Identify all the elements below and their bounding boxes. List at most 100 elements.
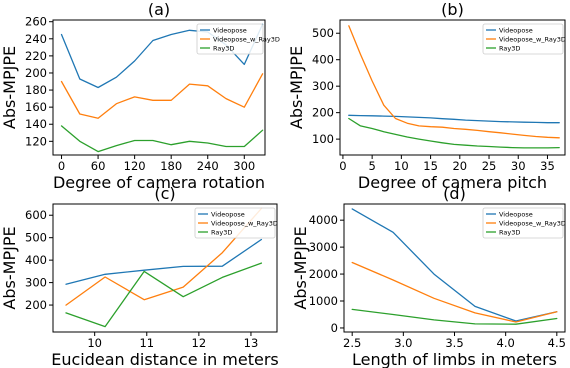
legend-entry: Ray3D — [211, 228, 232, 236]
y-tick-label: 140 — [25, 117, 47, 131]
x-axis-label: Degree of camera pitch — [358, 173, 547, 192]
x-tick-label: 25 — [482, 159, 497, 173]
legend-entry: Videopose_w_Ray3D — [211, 219, 278, 227]
axes-frame — [339, 19, 566, 156]
y-tick-label: 200 — [312, 106, 334, 120]
legend-entry: Videopose_w_Ray3D — [499, 35, 566, 43]
y-tick-label: 180 — [25, 83, 47, 97]
legend-entry: Videopose — [499, 210, 533, 218]
x-tick-label: 120 — [124, 159, 146, 173]
series-line-videopose-w-ray3d — [348, 25, 560, 139]
y-tick-label: 300 — [25, 276, 47, 290]
legend-entry: Videopose_w_Ray3D — [213, 35, 280, 43]
y-tick-label: 4000 — [309, 213, 338, 227]
x-tick-label: 240 — [197, 159, 219, 173]
series-line-ray3d — [348, 117, 560, 149]
x-axis-label: Degree of camera rotation — [53, 173, 265, 192]
x-tick-label: 10 — [87, 336, 102, 350]
x-tick-label: 4.0 — [497, 336, 515, 350]
legend-entry: Ray3D — [499, 228, 520, 236]
legend-box — [194, 207, 276, 239]
x-tick-label: 4.5 — [548, 336, 566, 350]
legend-entry: Ray3D — [499, 44, 520, 52]
y-tick-label: 0 — [331, 321, 338, 335]
legend-entry: Videopose — [213, 26, 247, 34]
y-axis-label: Abs-MPJPE — [0, 226, 19, 309]
series-line-videopose-w-ray3d — [65, 207, 263, 306]
chart-panel-a: 0 60 120 180 240 300 120 140 160 180 200 220 240 260 (… — [0, 0, 280, 192]
legend-entry: Videopose — [499, 26, 533, 34]
y-tick-label: 500 — [25, 231, 47, 245]
x-tick-label: 13 — [244, 336, 259, 350]
x-tick-label: 3.5 — [445, 336, 463, 350]
x-tick-label: 60 — [91, 159, 106, 173]
x-tick-label: 0 — [58, 159, 65, 173]
axes-frame — [52, 203, 278, 333]
legend-entry: Videopose_w_Ray3D — [499, 219, 566, 227]
y-axis-label: Abs-MPJPE — [0, 46, 19, 129]
x-tick-label: 15 — [423, 159, 438, 173]
y-tick-label: 200 — [25, 66, 47, 80]
chart-title: (b) — [441, 0, 464, 19]
legend-box — [196, 23, 264, 55]
x-tick-label: 35 — [540, 159, 555, 173]
y-tick-label: 600 — [25, 208, 47, 222]
x-tick-label: 10 — [394, 159, 409, 173]
x-tick-label: 300 — [233, 159, 255, 173]
y-tick-label: 240 — [25, 32, 47, 46]
series-line-videopose-w-ray3d — [60, 73, 264, 119]
series-line-ray3d — [60, 125, 264, 153]
series-line-videopose-w-ray3d — [351, 261, 558, 323]
chart-panel-b: 0 5 10 15 20 25 30 35 100 200 300 400 500 (b) Degree o… — [287, 0, 566, 192]
chart-panel-d: 2.5 3.0 3.5 4.0 4.5 0 1000 2000 3000 4000 (d) Lengt… — [291, 184, 566, 368]
chart-title: (d) — [443, 184, 466, 203]
y-tick-label: 200 — [25, 298, 47, 312]
series-line-videopose — [351, 208, 558, 322]
series-lines — [351, 208, 558, 325]
x-tick-label: 0 — [339, 159, 346, 173]
x-tick-label: 12 — [192, 336, 207, 350]
y-tick-label: 300 — [312, 79, 334, 93]
y-tick-label: 220 — [25, 49, 47, 63]
x-axis-label: Length of limbs in meters — [352, 350, 557, 368]
series-line-videopose — [348, 114, 560, 124]
y-tick-label: 120 — [25, 134, 47, 148]
series-line-ray3d — [351, 308, 558, 325]
chart-title: (c) — [154, 184, 175, 203]
legend-entry: Videopose — [211, 210, 245, 218]
x-tick-label: 3.0 — [394, 336, 412, 350]
x-tick-label: 11 — [139, 336, 154, 350]
y-axis-label: Abs-MPJPE — [287, 46, 306, 129]
y-tick-label: 400 — [312, 53, 334, 67]
x-tick-label: 5 — [368, 159, 375, 173]
x-tick-label: 20 — [452, 159, 467, 173]
y-tick-label: 100 — [312, 132, 334, 146]
series-lines — [65, 207, 263, 328]
x-tick-label: 180 — [160, 159, 182, 173]
chart-title: (a) — [148, 0, 170, 19]
y-tick-label: 400 — [25, 253, 47, 267]
x-tick-label: 30 — [511, 159, 526, 173]
y-tick-label: 260 — [25, 15, 47, 29]
axes-frame — [52, 19, 266, 156]
x-axis-label: Eucidean distance in meters — [51, 350, 279, 368]
y-axis-label: Abs-MPJPE — [291, 226, 310, 309]
y-tick-label: 2000 — [309, 267, 338, 281]
y-tick-label: 3000 — [309, 240, 338, 254]
series-line-videopose — [65, 238, 263, 285]
y-tick-label: 500 — [312, 26, 334, 40]
series-line-ray3d — [65, 262, 263, 328]
series-lines — [348, 25, 560, 149]
y-tick-label: 1000 — [309, 294, 338, 308]
x-tick-label: 2.5 — [343, 336, 361, 350]
chart-panel-c: 10 11 12 13 200 300 400 500 600 (c) Eucidean dista… — [0, 184, 279, 368]
legend-entry: Ray3D — [213, 44, 234, 52]
legend-box — [482, 23, 564, 55]
y-tick-label: 160 — [25, 100, 47, 114]
legend-box — [482, 207, 564, 239]
